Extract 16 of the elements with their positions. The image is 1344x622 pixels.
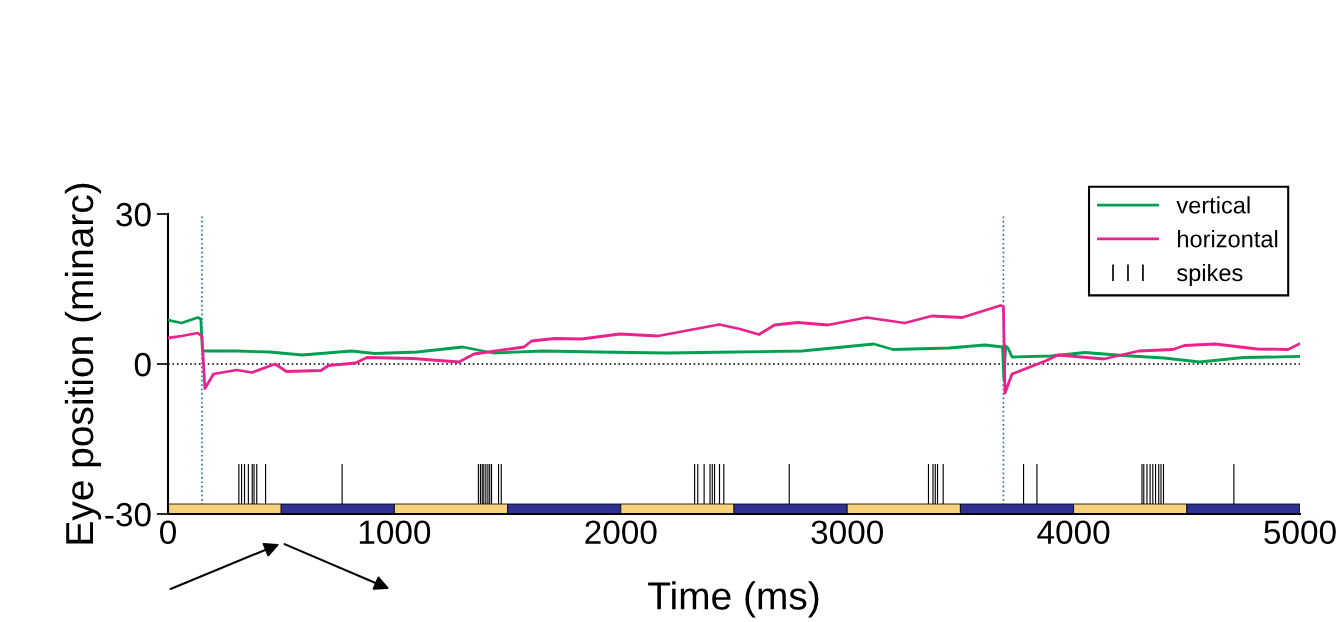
x-tick-label: 4000 [1037, 520, 1110, 545]
y-tick-label: -30 [105, 502, 151, 527]
legend-label: vertical [1176, 196, 1250, 214]
legend-label: horizontal [1178, 230, 1278, 248]
y-tick-label: 0 [134, 352, 151, 377]
x-axis-title: Time (ms) [648, 581, 819, 618]
x-tick-label: 5000 [1264, 520, 1336, 545]
y-tick-label: 30 [116, 202, 151, 227]
y-axis-title: Eye position (minarc) [64, 183, 102, 544]
x-tick-label: 3000 [811, 520, 883, 545]
x-tick-label: 1000 [359, 520, 431, 545]
legend-label: spikes [1177, 263, 1243, 286]
line-series [168, 304, 1300, 395]
x-tick-label: 2000 [585, 520, 657, 545]
line-series [168, 316, 1300, 381]
x-tick-label: 0 [160, 520, 176, 545]
